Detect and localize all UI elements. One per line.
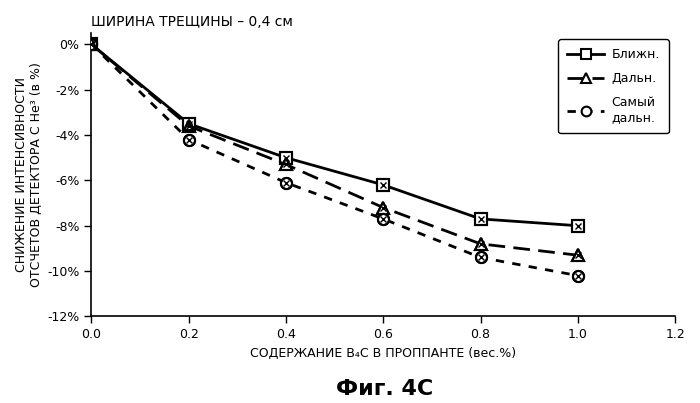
- Дальн.: [87, 42, 95, 47]
- Text: Фиг. 4C: Фиг. 4C: [337, 379, 433, 399]
- Ближн.: [573, 223, 582, 228]
- Дальн.: [184, 123, 192, 128]
- Line: Ближн.: Ближн.: [86, 39, 583, 231]
- X-axis label: СОДЕРЖАНИЕ B₄C В ПРОППАНТЕ (вес.%): СОДЕРЖАНИЕ B₄C В ПРОППАНТЕ (вес.%): [250, 347, 517, 360]
- Самый
дальн.: [184, 137, 192, 142]
- Text: ШИРИНА ТРЕЩИНЫ – 0,4 см: ШИРИНА ТРЕЩИНЫ – 0,4 см: [91, 15, 293, 29]
- Самый
дальн.: [573, 273, 582, 278]
- Дальн.: [379, 205, 387, 210]
- Ближн.: [281, 155, 290, 160]
- Legend: Ближн., Дальн., Самый
дальн.: Ближн., Дальн., Самый дальн.: [558, 39, 669, 133]
- Дальн.: [573, 253, 582, 258]
- Line: Дальн.: Дальн.: [86, 39, 583, 261]
- Самый
дальн.: [476, 255, 484, 260]
- Line: Самый
дальн.: Самый дальн.: [86, 39, 583, 281]
- Ближн.: [379, 183, 387, 187]
- Y-axis label: СНИЖЕНИЕ ИНТЕНСИВНОСТИ
ОТСЧЕТОВ ДЕТЕКТОРА С He³ (в %): СНИЖЕНИЕ ИНТЕНСИВНОСТИ ОТСЧЕТОВ ДЕТЕКТОР…: [15, 62, 43, 287]
- Самый
дальн.: [87, 42, 95, 47]
- Самый
дальн.: [281, 180, 290, 185]
- Ближн.: [476, 216, 484, 221]
- Дальн.: [281, 162, 290, 167]
- Ближн.: [184, 121, 192, 126]
- Дальн.: [476, 241, 484, 246]
- Самый
дальн.: [379, 216, 387, 221]
- Ближн.: [87, 42, 95, 47]
